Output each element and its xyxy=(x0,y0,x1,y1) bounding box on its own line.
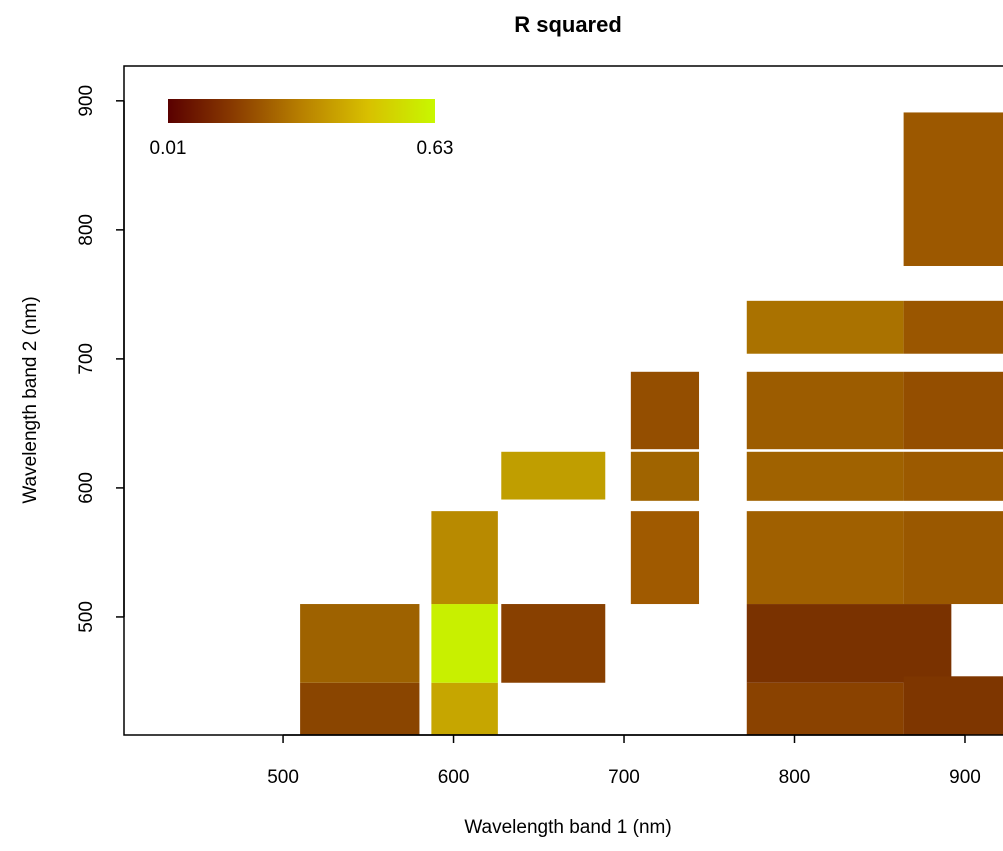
heatmap-cell xyxy=(903,371,1003,450)
heatmap-cell xyxy=(630,451,700,501)
heatmap-cell xyxy=(300,604,420,683)
heatmap-cell xyxy=(300,682,420,735)
y-tick-label: 900 xyxy=(76,85,97,117)
y-tick-label: 700 xyxy=(76,343,97,375)
x-tick-label: 700 xyxy=(608,767,640,788)
heatmap-cell xyxy=(431,604,498,683)
y-axis-title: Wavelength band 2 (nm) xyxy=(20,296,41,503)
heatmap-cell xyxy=(746,682,904,735)
heatmap-cell xyxy=(746,451,904,501)
heatmap-cell xyxy=(431,682,498,735)
heatmap-cell xyxy=(630,511,700,605)
y-tick-label: 500 xyxy=(76,601,97,633)
heatmap-cell xyxy=(746,371,904,450)
y-tick-label: 600 xyxy=(76,472,97,504)
y-tick-label: 800 xyxy=(76,214,97,246)
heatmap-cell xyxy=(501,604,606,683)
x-tick-label: 500 xyxy=(267,767,299,788)
heatmap-cell xyxy=(431,511,498,605)
colorbar-max-label: 0.63 xyxy=(417,138,454,159)
heatmap-cell xyxy=(501,451,606,500)
x-axis-title: Wavelength band 1 (nm) xyxy=(464,817,671,838)
x-tick-label: 800 xyxy=(779,767,811,788)
heatmap-cell xyxy=(746,604,952,683)
heatmap-cell xyxy=(746,511,904,605)
heatmap-cell xyxy=(903,451,1003,501)
x-tick-label: 900 xyxy=(949,767,981,788)
heatmap-cell xyxy=(903,300,1003,354)
heatmap-cell xyxy=(746,300,904,354)
chart-title: R squared xyxy=(514,12,622,37)
cells xyxy=(300,112,1003,735)
heatmap-cell xyxy=(903,112,1003,266)
heatmap-cell xyxy=(903,511,1003,605)
heatmap-cell xyxy=(630,371,700,450)
heatmap-cell xyxy=(903,676,1003,735)
colorbar xyxy=(168,99,435,123)
x-tick-label: 600 xyxy=(438,767,470,788)
colorbar-min-label: 0.01 xyxy=(150,138,187,159)
